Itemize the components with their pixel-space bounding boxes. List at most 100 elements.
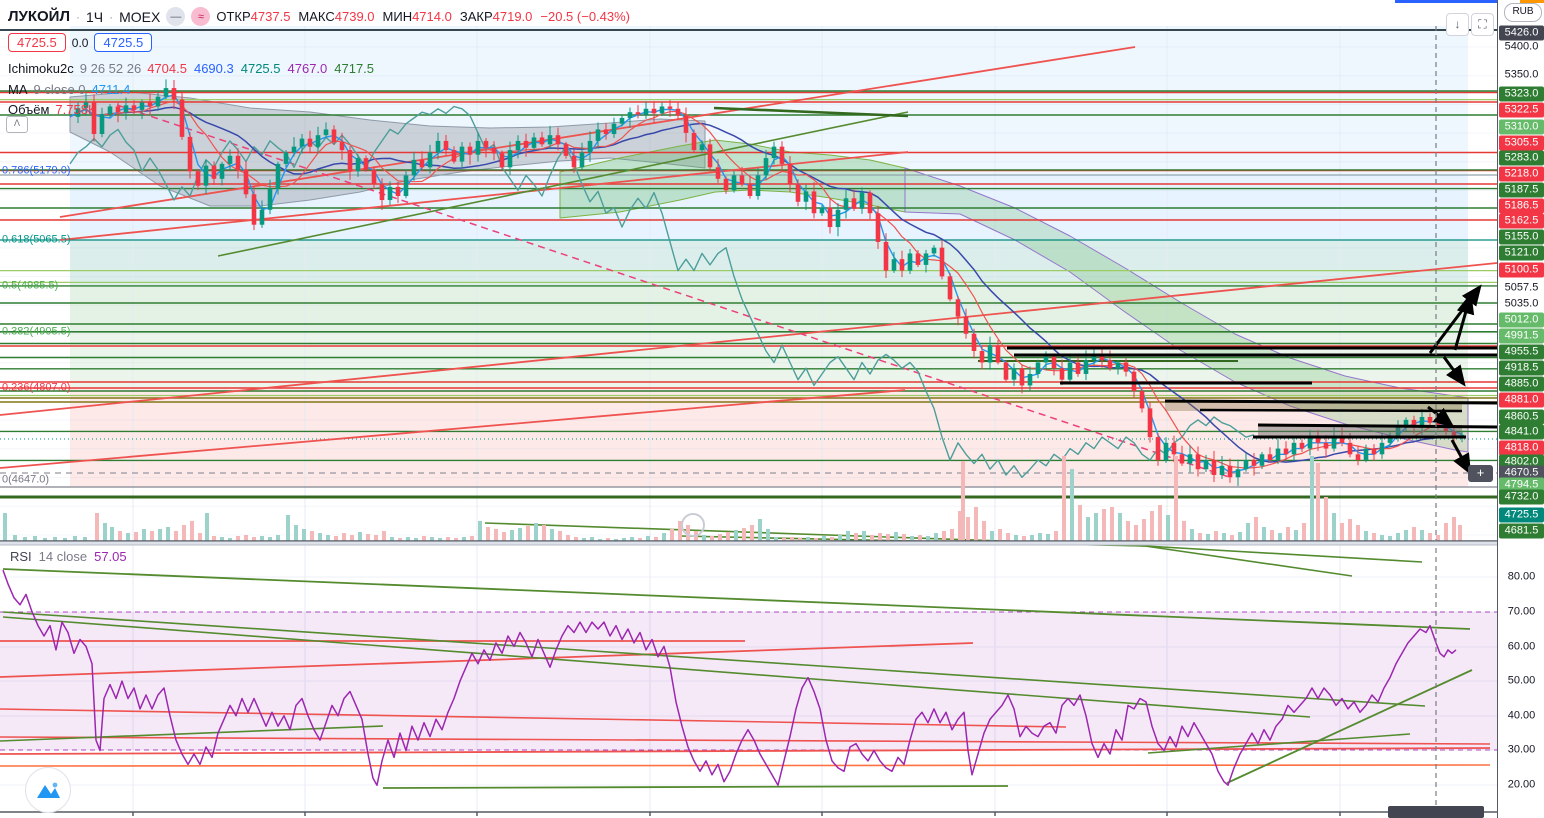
price-scale-label: 4860.5 [1499, 409, 1544, 425]
price-scale-label: 5218.0 [1499, 166, 1544, 182]
chikou-line [69, 105, 1255, 478]
rsi-scale-label: 40.00 [1507, 709, 1536, 722]
price-scale-label: 4955.5 [1499, 344, 1544, 360]
price-scale-label: 5057.5 [1504, 281, 1539, 294]
trendlines [0, 46, 1498, 577]
price-scale-label: 4991.5 [1499, 328, 1544, 344]
price-scale-label: 5400.0 [1504, 40, 1539, 53]
fib-level-label: 0.618(5065.5) [2, 233, 71, 246]
price-scale-label: 5305.5 [1499, 135, 1544, 151]
currency-button[interactable]: RUB [1504, 3, 1542, 22]
time-axis-label [1388, 806, 1484, 818]
price-scale-label: 5121.0 [1499, 245, 1544, 261]
ask-price[interactable]: 4725.5 [94, 33, 153, 52]
indicator-name: Объём [8, 102, 50, 117]
price-scale-label: 5012.0 [1499, 312, 1544, 328]
ohlc-readout: ОТКР4737.5 МАКС4739.0 МИН4714.0 ЗАКР4719… [216, 9, 631, 24]
price-scale-label: 4732.0 [1499, 489, 1544, 505]
candles [75, 79, 1465, 486]
price-scale-label: 4818.0 [1499, 440, 1544, 456]
grid [0, 26, 1497, 812]
fib-level-label: 0.382(4905.5) [2, 325, 71, 338]
volume-value: 7.758K [55, 102, 97, 117]
indicator-name: RSI [10, 549, 32, 564]
approx-price-icon[interactable]: ≈ [191, 7, 211, 26]
fib-level-label: 0.5(4985.5) [2, 279, 59, 292]
price-scale-label: 5162.5 [1499, 213, 1544, 229]
price-scale-label: 4681.5 [1499, 523, 1544, 539]
rsi-line [2, 569, 1457, 786]
watermark-icon [681, 513, 705, 537]
change-value: −20.5 (−0.43%) [540, 9, 631, 24]
price-scale-label: 5186.5 [1499, 198, 1544, 214]
ichimoku-values: 4704.5 4690.3 4725.5 4767.0 4717.5 [147, 61, 374, 76]
indicator-params: 14 close [38, 549, 88, 564]
indicator-name: MA [8, 82, 28, 97]
exchange-name[interactable]: MOEX [119, 8, 161, 25]
visibility-icon[interactable]: — [166, 7, 186, 26]
price-scale-label: 4841.0 [1499, 424, 1544, 440]
ichimoku-clouds [69, 91, 1469, 453]
ichimoku-value: 4704.5 [147, 61, 187, 76]
price-scale-label: 4885.0 [1499, 376, 1544, 392]
price-scale-label: 5426.0 [1499, 25, 1544, 41]
price-scale-label: 4794.5 [1499, 477, 1544, 493]
rsi-annotations [0, 568, 1491, 789]
rsi-scale-label: 50.00 [1507, 674, 1536, 687]
crosshair-price-label: 4670.5 [1499, 465, 1544, 481]
price-scale-label: 5323.0 [1499, 86, 1544, 102]
price-scale-label: 5310.0 [1499, 119, 1544, 135]
volume-bars [0, 456, 1497, 542]
scroll-to-recent-button[interactable]: ↓ [1446, 13, 1469, 36]
price-scale-label: 4725.5 [1499, 507, 1544, 523]
fib-level-label: 0.786(5179.0) [2, 164, 71, 177]
rsi-scale-label: 20.00 [1507, 778, 1536, 791]
collapse-legend-button[interactable]: ᐱ [6, 116, 28, 133]
maximize-pane-button[interactable]: ⛶ [1471, 13, 1494, 36]
ichimoku-value: 4717.5 [334, 61, 375, 76]
bid-price[interactable]: 4725.5 [8, 33, 66, 52]
mountain-logo-icon [37, 782, 60, 798]
ma-legend[interactable]: MA 9 close 0 4711.4 [8, 82, 130, 97]
volume-legend[interactable]: Объём 7.758K [8, 102, 97, 117]
price-scale-label: 4918.5 [1499, 360, 1544, 376]
spread-value: 0.0 [71, 35, 89, 50]
fib-level-label: 0.236(4807.0) [2, 381, 71, 394]
indicator-params: 9 26 52 26 [79, 61, 142, 76]
fib-zones [70, 26, 1468, 487]
price-scale[interactable]: RUB 5426.0 5400.0 5350.0 5323.0 5322.5 5310.0… [1497, 0, 1544, 818]
symbol-name[interactable]: ЛУКОЙЛ [8, 8, 70, 25]
add-alert-plus-button[interactable]: + [1468, 465, 1493, 482]
rsi-scale-label: 30.00 [1507, 743, 1536, 756]
quote-row: 4725.5 0.0 4725.5 [8, 33, 153, 52]
ichimoku-legend[interactable]: Ichimoku2c 9 26 52 26 4704.5 4690.3 4725.5… [8, 61, 374, 76]
rsi-scale-label: 60.00 [1507, 640, 1536, 653]
price-scale-label: 5155.0 [1499, 229, 1544, 245]
price-scale-label: 4881.0 [1499, 392, 1544, 408]
timeframe[interactable]: 1Ч [86, 8, 104, 25]
price-scale-label: 5100.5 [1499, 262, 1544, 278]
price-scale-label: 5187.5 [1499, 182, 1544, 198]
rsi-value: 57.05 [94, 549, 127, 564]
black-annotations [1007, 284, 1498, 475]
symbol-header: ЛУКОЙЛ · 1Ч · MOEX — ≈ ОТКР4737.5 МАКС47… [8, 7, 631, 26]
ichimoku-value: 4725.5 [240, 61, 281, 76]
fib-level-label: 0(4647.0) [2, 473, 50, 486]
rsi-scale-label: 80.00 [1507, 570, 1536, 583]
rsi-legend[interactable]: RSI 14 close 57.05 [10, 549, 127, 564]
ma-value: 4711.4 [91, 82, 131, 97]
ichimoku-value: 4690.3 [193, 61, 234, 76]
frame [0, 513, 1544, 816]
corner-strip [1520, 0, 1544, 3]
rsi-scale-label: 70.00 [1507, 605, 1536, 618]
platform-logo[interactable] [25, 767, 71, 813]
price-scale-label: 5283.0 [1499, 150, 1544, 166]
indicator-params: 9 close 0 [33, 82, 86, 97]
price-scale-label: 5350.0 [1504, 68, 1539, 81]
loading-strip [1395, 0, 1497, 3]
price-scale-label: 5322.5 [1499, 102, 1544, 118]
indicator-name: Ichimoku2c [8, 61, 74, 76]
rsi-band [0, 611, 1497, 751]
